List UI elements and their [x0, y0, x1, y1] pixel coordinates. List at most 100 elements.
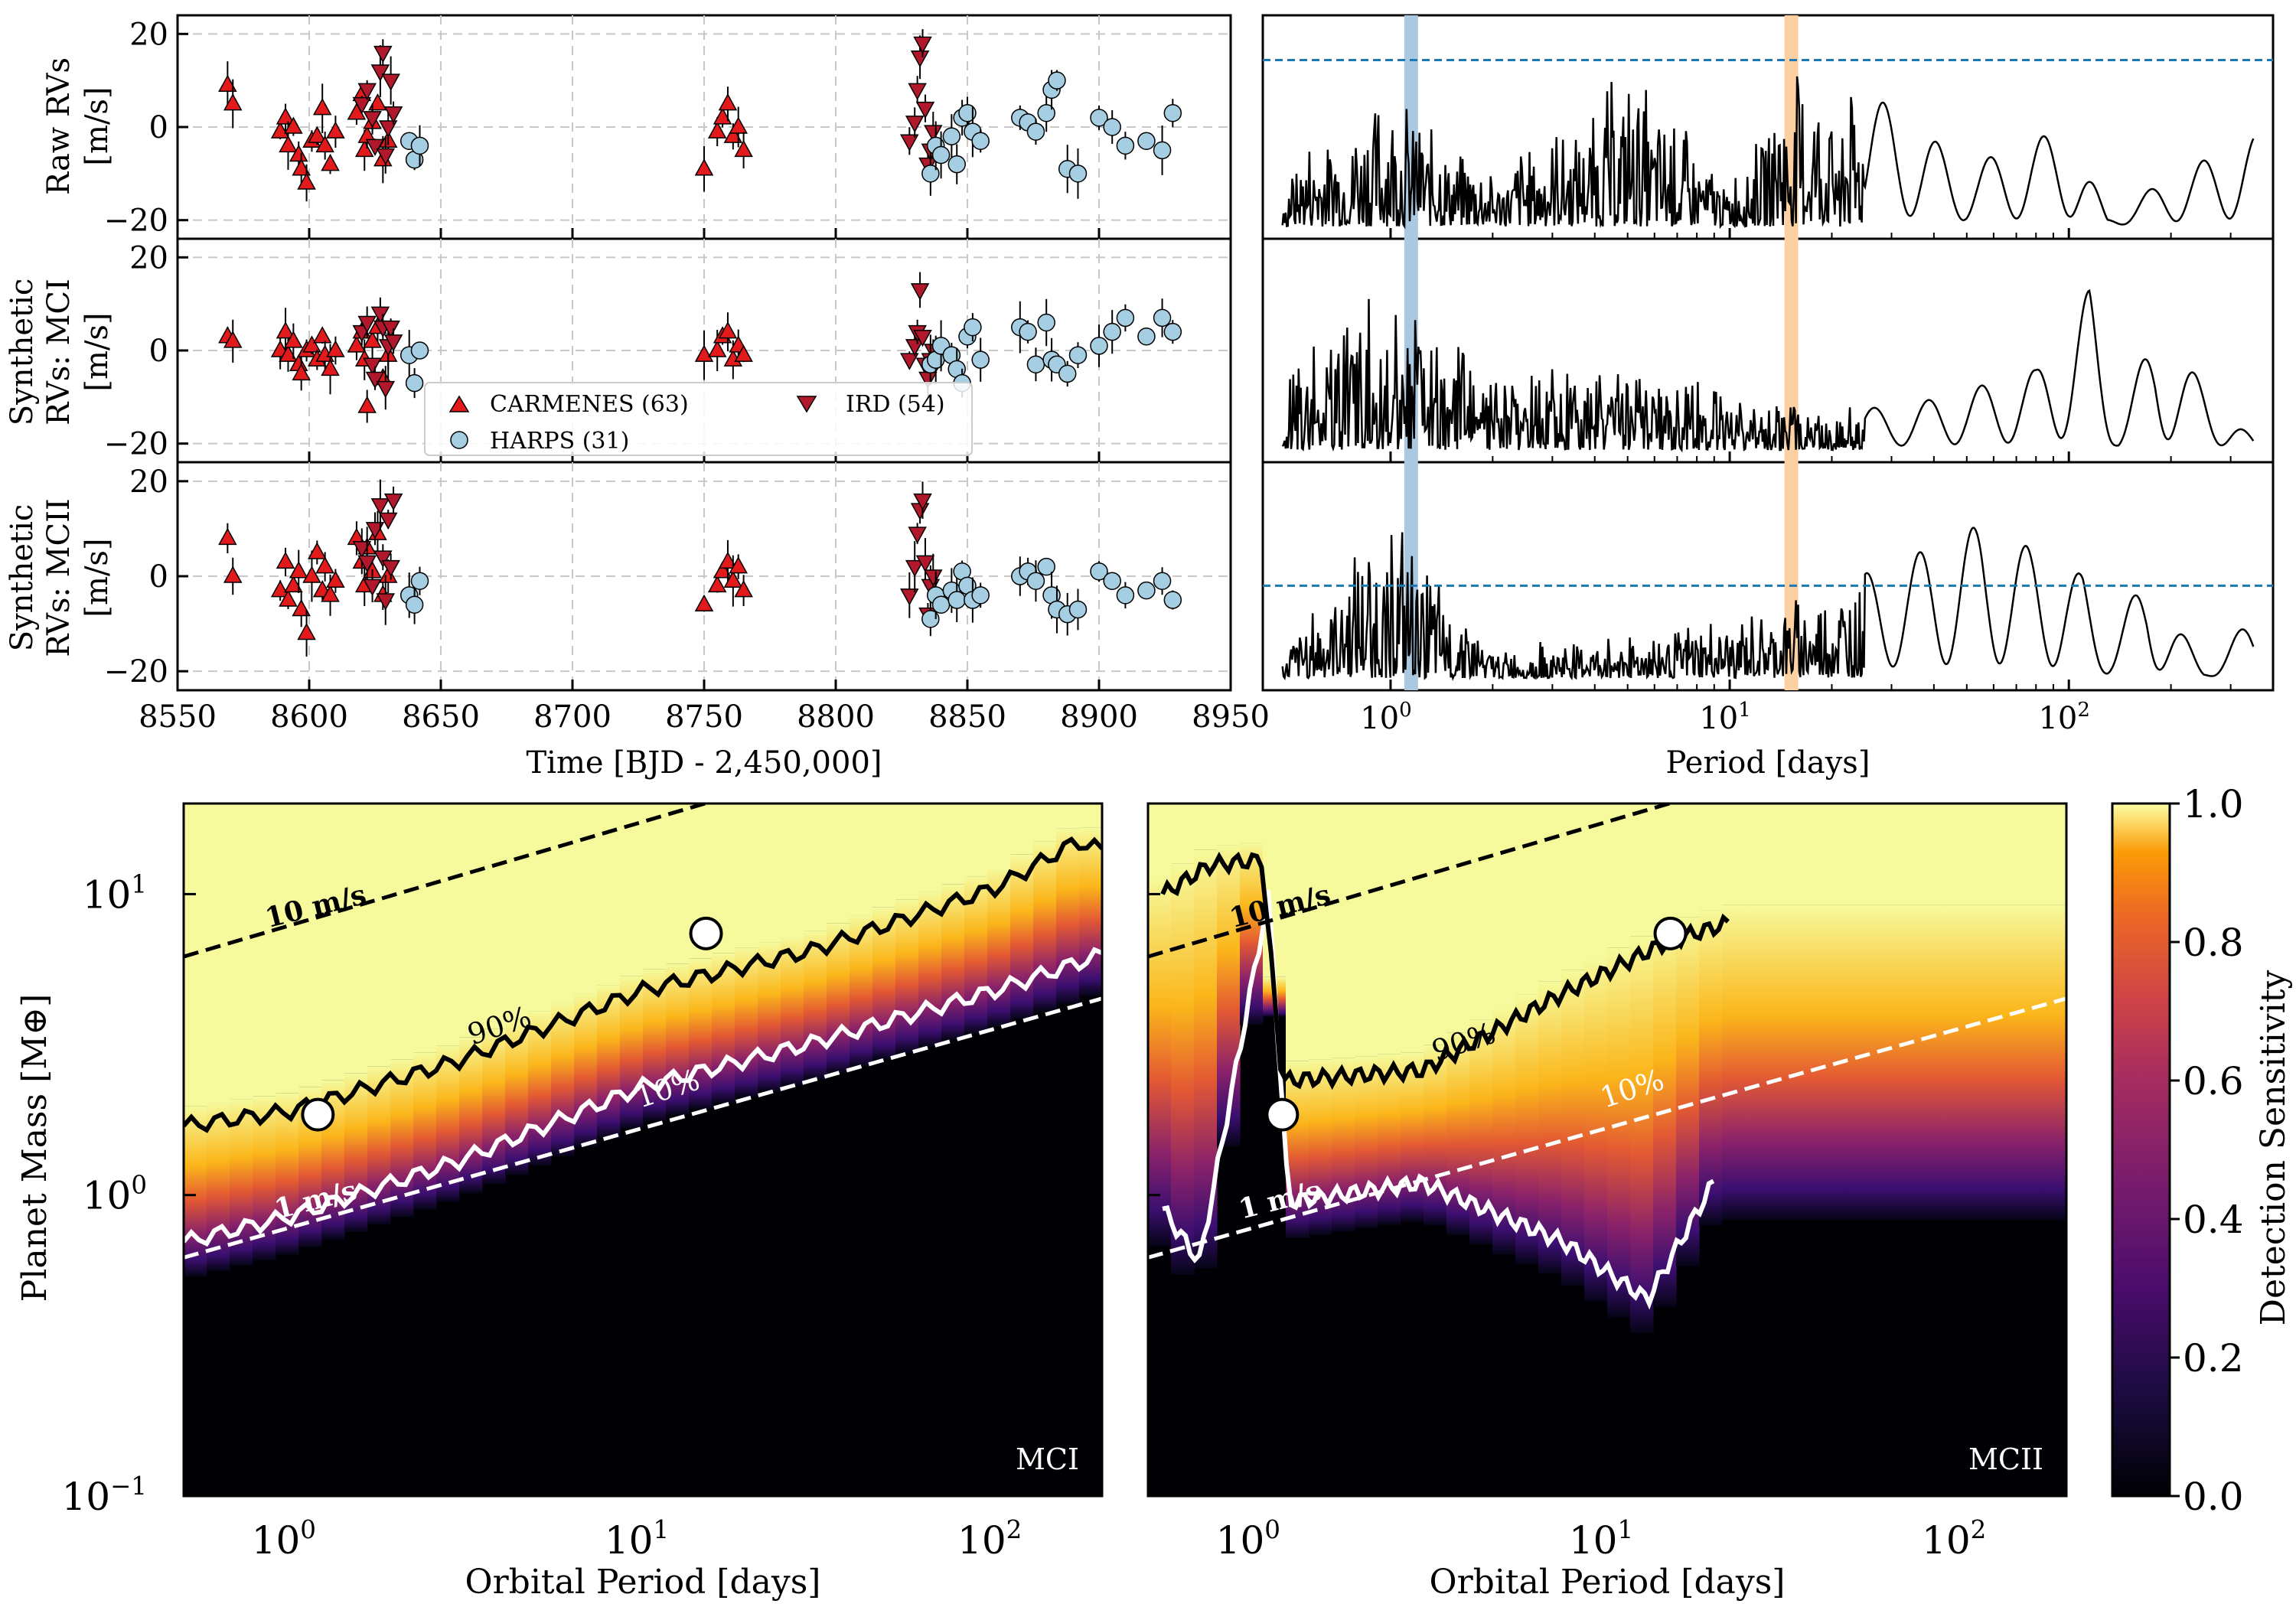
rv-point-carmenes — [694, 158, 714, 176]
map-cell-high — [666, 804, 690, 964]
pg-xtick-label: 101 — [1699, 699, 1750, 736]
map-cell-high — [1584, 804, 1608, 960]
map-cell-high — [1952, 804, 1975, 905]
map-cell-high — [1217, 804, 1241, 846]
rv-point-ird — [373, 45, 393, 64]
map-cell-gradient — [1929, 905, 1952, 1221]
rv-point-carmenes — [357, 125, 377, 143]
rv-point-carmenes — [292, 158, 311, 176]
rv-point-ird — [905, 339, 925, 357]
rv-grid — [178, 15, 1231, 690]
map-cell-high — [1768, 804, 1792, 905]
map-cell-gradient — [1148, 875, 1172, 1247]
map-cell-high — [1630, 804, 1654, 937]
periodogram-xlabel: Period [days] — [1666, 745, 1870, 781]
map-cell-high — [1286, 804, 1309, 1061]
sensitivity-map-ticks: 100 101 102 101 100 10−1 100 101 102 — [61, 869, 1986, 1563]
rv-point-harps — [1103, 118, 1121, 136]
map-cell-high — [941, 804, 965, 885]
rv-point-ird — [910, 51, 930, 68]
map-cell-high — [459, 804, 483, 1038]
map-cell-high — [1561, 804, 1585, 970]
rv-point-carmenes — [718, 551, 738, 569]
map-cell-high — [1033, 804, 1057, 842]
rv-point-harps — [921, 610, 940, 628]
map-cell-high — [1607, 804, 1631, 948]
rv-point-carmenes — [279, 589, 298, 607]
rv-point-ird — [905, 559, 925, 578]
map-cell-gradient — [1240, 843, 1264, 1025]
rv-point-carmenes — [734, 139, 753, 158]
pg-xtick-label: 100 — [1360, 699, 1411, 736]
rv-point-ird — [915, 555, 935, 572]
rv-point-harps — [1019, 322, 1037, 341]
rv-point-harps — [1116, 136, 1135, 155]
rv-point-ird — [352, 96, 372, 115]
rv-point-harps — [405, 595, 424, 614]
map-cell-gradient — [1722, 905, 1746, 1221]
map-cell-high — [1355, 804, 1378, 1057]
rv-point-carmenes — [734, 580, 753, 598]
rv-point-carmenes — [223, 331, 243, 348]
rv-xtick-label: 8600 — [270, 699, 348, 735]
map-cell-gradient — [436, 1045, 460, 1202]
rv-ylabel-mcii-1: Synthetic — [5, 504, 40, 652]
map-cell-gradient — [253, 1096, 276, 1260]
map-cell-high — [827, 804, 850, 924]
rv-point-carmenes — [707, 340, 727, 357]
rv-point-harps — [1116, 308, 1135, 328]
rv-point-carmenes — [734, 344, 753, 362]
rv-point-carmenes — [289, 561, 308, 579]
map-cell-gradient — [1906, 905, 1929, 1221]
rv-point-ird — [924, 569, 943, 587]
map-cell-high — [1332, 804, 1355, 1058]
map-cell-gradient — [804, 931, 827, 1080]
rv-point-carmenes — [270, 580, 290, 598]
rv-point-ird — [913, 493, 932, 511]
map-cell-gradient — [1079, 827, 1102, 996]
rv-point-harps — [1048, 71, 1066, 90]
rv-point-carmenes — [723, 570, 743, 588]
map-cell-high — [1309, 804, 1332, 1060]
rv-point-carmenes — [284, 575, 303, 593]
rv-point-harps — [971, 132, 990, 150]
map-cell-high — [850, 804, 873, 916]
rv-point-ird — [378, 512, 398, 530]
rv-ytick-label: −20 — [104, 427, 168, 462]
rv-line-1ms — [184, 996, 1102, 1260]
rv-point-carmenes — [276, 551, 295, 569]
rv-point-harps — [1058, 364, 1077, 383]
colorbar-ticks: 1.0 0.8 0.6 0.4 0.2 0.0 — [2170, 782, 2244, 1519]
rv-point-harps — [410, 136, 429, 155]
colorbar-tick-label: 0.4 — [2183, 1198, 2244, 1242]
rv-point-harps — [1163, 322, 1182, 341]
rv-point-carmenes — [368, 93, 387, 111]
rv-point-ird — [910, 283, 930, 301]
map-cell-gradient — [1607, 947, 1631, 1318]
map-cell-gradient — [1378, 1054, 1401, 1225]
map-cell-high — [1378, 804, 1401, 1054]
rv-point-ird — [378, 120, 398, 138]
rv-point-harps — [1163, 591, 1182, 609]
rv-point-ird — [370, 64, 390, 82]
map-cell-high — [413, 804, 437, 1053]
rv-point-ird — [376, 380, 396, 399]
rv-point-carmenes — [312, 326, 332, 344]
map-cell-high — [436, 804, 460, 1046]
rv-point-ird — [357, 83, 377, 100]
periodogram-curve — [1281, 526, 2255, 682]
rv-point-harps — [405, 373, 424, 393]
map-xtick-label: 100 — [1216, 1515, 1280, 1563]
rv-xtick-label: 8650 — [402, 699, 480, 735]
map-cell-high — [1653, 804, 1677, 925]
map-cell-gradient — [184, 1106, 207, 1277]
rv-point-ird — [913, 36, 932, 54]
rv-point-carmenes — [718, 321, 738, 339]
rv-point-harps — [1153, 308, 1172, 328]
rv-ylabel-mci-1: Synthetic — [5, 279, 40, 426]
rv-xtick-label: 8750 — [665, 699, 743, 735]
rv-point-harps — [1068, 600, 1088, 619]
rv-point-ird — [383, 334, 403, 352]
rv-ylabel-mcii-3: [m/s] — [80, 538, 115, 617]
sensitivity-map-mci: 10 m/s1 m/s90%10% — [182, 802, 1104, 1498]
